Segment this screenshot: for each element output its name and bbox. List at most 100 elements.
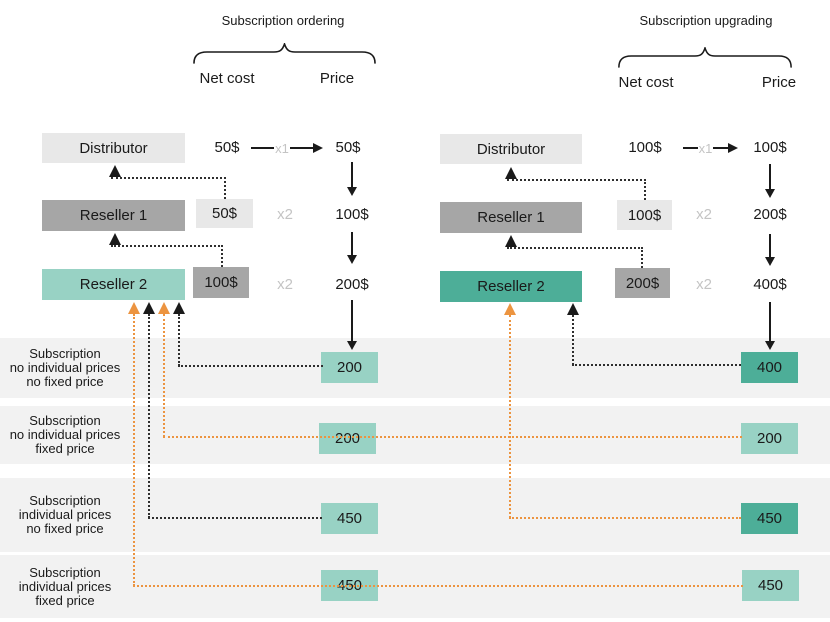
row-4-line-1: Subscription xyxy=(29,564,101,580)
multiplier-line xyxy=(251,147,275,149)
connector-line xyxy=(221,245,223,267)
upgrading-reseller-1-box: Reseller 1 xyxy=(440,202,582,233)
upgrading-row-3-value-box: 450 xyxy=(741,503,798,534)
upgrading-reseller-2-multiplier: x2 xyxy=(696,276,712,293)
ordering-reseller-2-box: Reseller 2 xyxy=(42,269,185,300)
subscription-row-3: Subscription individual prices no fixed … xyxy=(0,478,830,552)
right-arrow-icon xyxy=(728,143,739,153)
upgrading-title: Subscription upgrading xyxy=(639,13,773,28)
row-2-line-2: no individual prices xyxy=(9,427,121,442)
row-1-label: Subscription no individual prices no fix… xyxy=(4,338,126,398)
connector-line xyxy=(148,314,150,518)
connector-line xyxy=(572,315,574,365)
up-arrow-icon xyxy=(173,302,185,314)
ordering-row-1-value-box: 200 xyxy=(321,352,378,383)
row-1-line-2: no individual prices xyxy=(9,360,121,375)
upgrading-distributor-box: Distributor xyxy=(440,134,582,164)
connector-line xyxy=(641,247,643,268)
upgrading-reseller-2-box: Reseller 2 xyxy=(440,271,582,302)
connector-line xyxy=(507,247,643,249)
row-1-line-1: Subscription xyxy=(29,346,101,361)
ordering-multiplier-arrow: x1 xyxy=(251,140,324,156)
upgrading-row-1-value-box: 400 xyxy=(741,352,798,383)
upgrading-reseller-1-price: 200$ xyxy=(753,206,787,223)
row-3-line-1: Subscription xyxy=(29,493,101,508)
ordering-reseller-2-net-cost-box: 100$ xyxy=(193,267,249,298)
connector-line xyxy=(178,314,180,366)
up-arrow-orange-icon xyxy=(128,302,140,314)
down-arrow-icon xyxy=(765,164,775,198)
connector-line-orange xyxy=(163,314,165,437)
connector-line xyxy=(572,364,741,366)
ordering-reseller-1-box: Reseller 1 xyxy=(42,200,185,231)
up-arrow-orange-icon xyxy=(504,303,516,315)
ordering-reseller-1-net-cost-box: 50$ xyxy=(196,199,253,228)
up-arrow-icon xyxy=(143,302,155,314)
up-arrow-icon xyxy=(505,235,517,247)
ordering-brace-icon xyxy=(193,43,376,64)
subscription-row-2: Subscription no individual prices fixed … xyxy=(0,406,830,464)
up-arrow-icon xyxy=(109,233,121,245)
ordering-x1-label: x1 xyxy=(275,140,289,156)
ordering-distributor-price: 50$ xyxy=(335,139,361,156)
down-arrow-icon xyxy=(765,234,775,266)
connector-line xyxy=(148,517,322,519)
upgrading-x1-label: x1 xyxy=(698,140,713,156)
connector-line xyxy=(507,179,646,181)
upgrading-multiplier-arrow: x1 xyxy=(683,140,739,156)
upgrading-price-label: Price xyxy=(761,74,797,91)
up-arrow-icon xyxy=(109,165,121,177)
ordering-net-cost-label: Net cost xyxy=(199,70,255,87)
connector-line xyxy=(224,177,226,199)
upgrading-row-2-value-box: 200 xyxy=(741,423,798,454)
connector-line xyxy=(644,179,646,200)
upgrading-row-4-value-box: 450 xyxy=(742,570,799,601)
ordering-distributor-box: Distributor xyxy=(42,133,185,163)
row-4-label: Subscription individual prices fixed pri… xyxy=(4,555,126,618)
ordering-reseller-2-multiplier: x2 xyxy=(277,276,293,293)
connector-line-orange xyxy=(133,314,135,586)
upgrading-distributor-price: 100$ xyxy=(753,139,787,156)
row-2-label: Subscription no individual prices fixed … xyxy=(4,406,126,464)
ordering-reseller-1-price: 100$ xyxy=(335,206,369,223)
upgrading-reseller-2-net-cost-box: 200$ xyxy=(615,268,670,298)
ordering-reseller-1-multiplier: x2 xyxy=(277,206,293,223)
upgrading-reseller-2-price: 400$ xyxy=(753,276,787,293)
connector-line xyxy=(111,177,226,179)
row-4-line-3: fixed price xyxy=(35,592,95,608)
up-arrow-icon xyxy=(505,167,517,179)
subscription-row-1: Subscription no individual prices no fix… xyxy=(0,338,830,398)
down-arrow-icon xyxy=(347,300,357,350)
row-1-line-3: no fixed price xyxy=(26,374,104,389)
upgrading-distributor-net-cost: 100$ xyxy=(628,139,662,156)
upgrading-brace-icon xyxy=(618,47,792,68)
multiplier-line xyxy=(683,147,698,149)
up-arrow-orange-icon xyxy=(158,302,170,314)
upgrading-reseller-1-net-cost-box: 100$ xyxy=(617,200,672,230)
multiplier-line xyxy=(289,147,314,149)
row-2-line-3: fixed price xyxy=(35,441,95,456)
row-3-line-2: individual prices xyxy=(18,507,112,522)
connector-line xyxy=(178,365,323,367)
connector-line-orange xyxy=(163,436,742,438)
multiplier-line xyxy=(713,147,729,149)
connector-line xyxy=(111,245,223,247)
ordering-row-3-value-box: 450 xyxy=(321,503,378,534)
down-arrow-icon xyxy=(347,232,357,264)
upgrading-net-cost-label: Net cost xyxy=(618,74,674,91)
ordering-distributor-net-cost: 50$ xyxy=(214,139,240,156)
right-arrow-icon xyxy=(313,143,324,153)
connector-line-orange xyxy=(509,517,741,519)
row-4-line-2: individual prices xyxy=(18,578,112,594)
row-3-label: Subscription individual prices no fixed … xyxy=(4,478,126,552)
ordering-row-2-value-box: 200 xyxy=(319,423,376,454)
connector-line-orange xyxy=(133,585,743,587)
down-arrow-icon xyxy=(347,162,357,196)
row-3-line-3: no fixed price xyxy=(26,521,104,536)
ordering-price-label: Price xyxy=(319,70,355,87)
down-arrow-icon xyxy=(765,302,775,350)
connector-line-orange xyxy=(509,315,511,518)
row-2-line-1: Subscription xyxy=(29,413,101,428)
ordering-title: Subscription ordering xyxy=(221,13,345,28)
